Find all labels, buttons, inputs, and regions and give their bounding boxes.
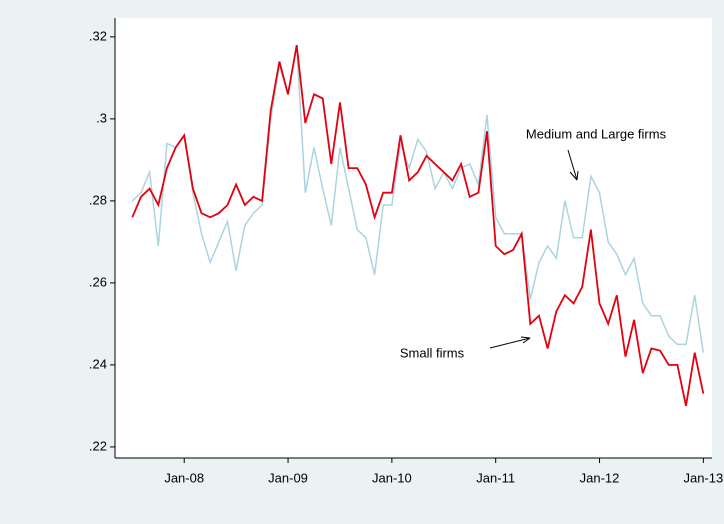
x-tick-label: Jan-08 [164, 470, 204, 485]
x-tick-label: Jan-09 [268, 470, 308, 485]
y-tick-label: .24 [89, 356, 107, 371]
x-tick-label: Jan-13 [683, 470, 723, 485]
arrow-head [569, 170, 579, 181]
plot-area [115, 18, 712, 458]
y-tick-label: .28 [89, 192, 107, 207]
series-line [131, 44, 705, 407]
annotation-arrow [567, 149, 578, 181]
x-tick-label: Jan-10 [372, 470, 412, 485]
annotation: Medium and Large firms [526, 126, 667, 141]
x-tick-label: Jan-11 [476, 470, 515, 485]
y-tick-label: .22 [89, 438, 107, 453]
y-tick-label: .3 [96, 110, 107, 125]
series-line [131, 44, 705, 353]
annotation-arrow [489, 337, 531, 349]
arrow-head [520, 336, 531, 344]
x-tick-label: Jan-12 [580, 470, 620, 485]
annotation: Small firms [400, 345, 465, 360]
y-tick-label: .32 [89, 28, 107, 43]
y-tick-label: .26 [89, 274, 107, 289]
